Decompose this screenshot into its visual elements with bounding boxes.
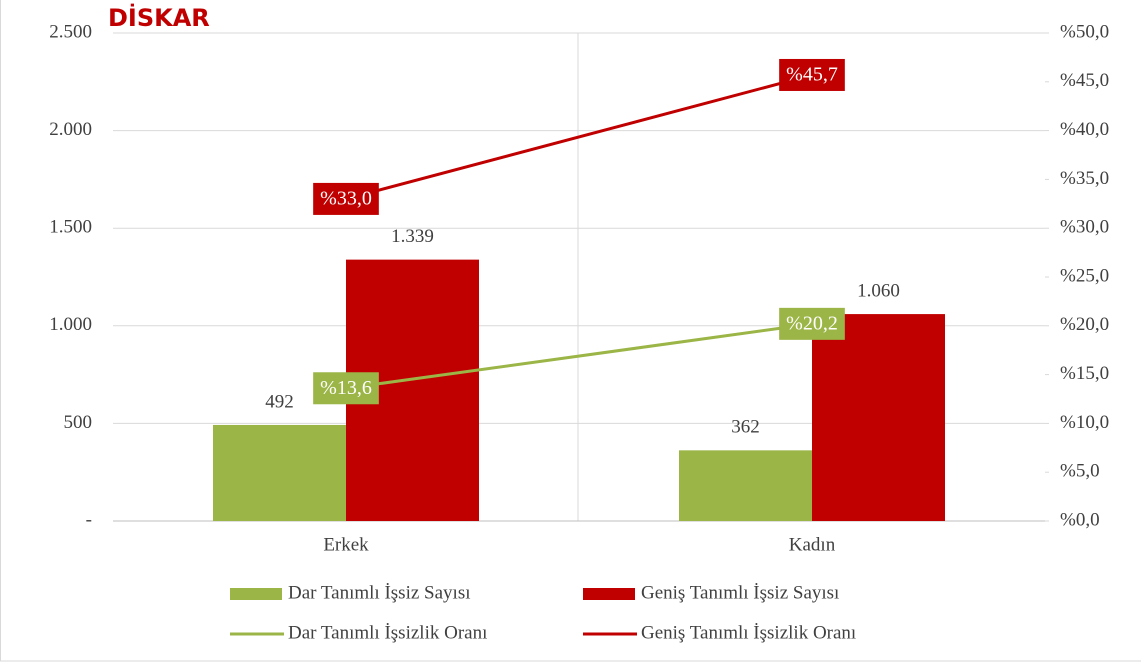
y2-tick-label: %5,0 — [1060, 461, 1100, 482]
line-label-box — [313, 182, 379, 215]
line — [345, 73, 813, 201]
y2-tick-label: %15,0 — [1060, 363, 1109, 384]
y-tick-label: - — [86, 509, 92, 530]
legend-label: Geniş Tanımlı İşsizlik Oranı — [641, 622, 856, 643]
y2-tick-label: %40,0 — [1060, 119, 1109, 140]
y-tick-label: 2.000 — [49, 119, 92, 140]
bar-label: 492 — [265, 391, 294, 412]
logo: DİSKAR — [108, 3, 210, 32]
line-label-box — [313, 372, 379, 405]
legend-label: Dar Tanımlı İşsiz Sayısı — [288, 582, 471, 603]
y2-tick-label: %45,0 — [1060, 70, 1109, 91]
bar-label: 362 — [731, 417, 760, 438]
y2-tick-label: %20,0 — [1060, 314, 1109, 335]
bar — [213, 424, 346, 521]
bar-label: 1.339 — [391, 226, 434, 247]
legend-label: Dar Tanımlı İşsizlik Oranı — [288, 622, 487, 643]
logo-bg — [102, 3, 222, 36]
bar-label: 1.060 — [857, 280, 900, 301]
line-label: %13,6 — [320, 377, 372, 399]
y2-tick-label: %35,0 — [1060, 168, 1109, 189]
line-label-box — [779, 307, 845, 340]
y2-tick-label: %50,0 — [1060, 21, 1109, 42]
y2-tick-label: %25,0 — [1060, 265, 1109, 286]
y-tick-label: 1.500 — [49, 217, 92, 238]
y-tick-label: 500 — [64, 412, 93, 433]
line — [345, 322, 813, 390]
y2-tick-label: %10,0 — [1060, 412, 1109, 433]
line-label: %45,7 — [786, 64, 838, 86]
y-tick-label: 1.000 — [49, 314, 92, 335]
bar — [812, 314, 945, 521]
legend-label: Geniş Tanımlı İşsiz Sayısı — [641, 582, 839, 603]
x-tick-label: Erkek — [323, 534, 369, 555]
y2-tick-label: %30,0 — [1060, 217, 1109, 238]
bar — [679, 450, 812, 521]
y-tick-label: 2.500 — [49, 21, 92, 42]
x-tick-label: Kadın — [789, 534, 836, 555]
line-label: %20,2 — [786, 312, 838, 334]
legend-swatch — [583, 588, 635, 600]
y2-tick-label: %0,0 — [1060, 509, 1100, 530]
line-label-box — [779, 58, 845, 91]
line-label: %33,0 — [320, 188, 372, 210]
legend-swatch — [230, 588, 282, 600]
